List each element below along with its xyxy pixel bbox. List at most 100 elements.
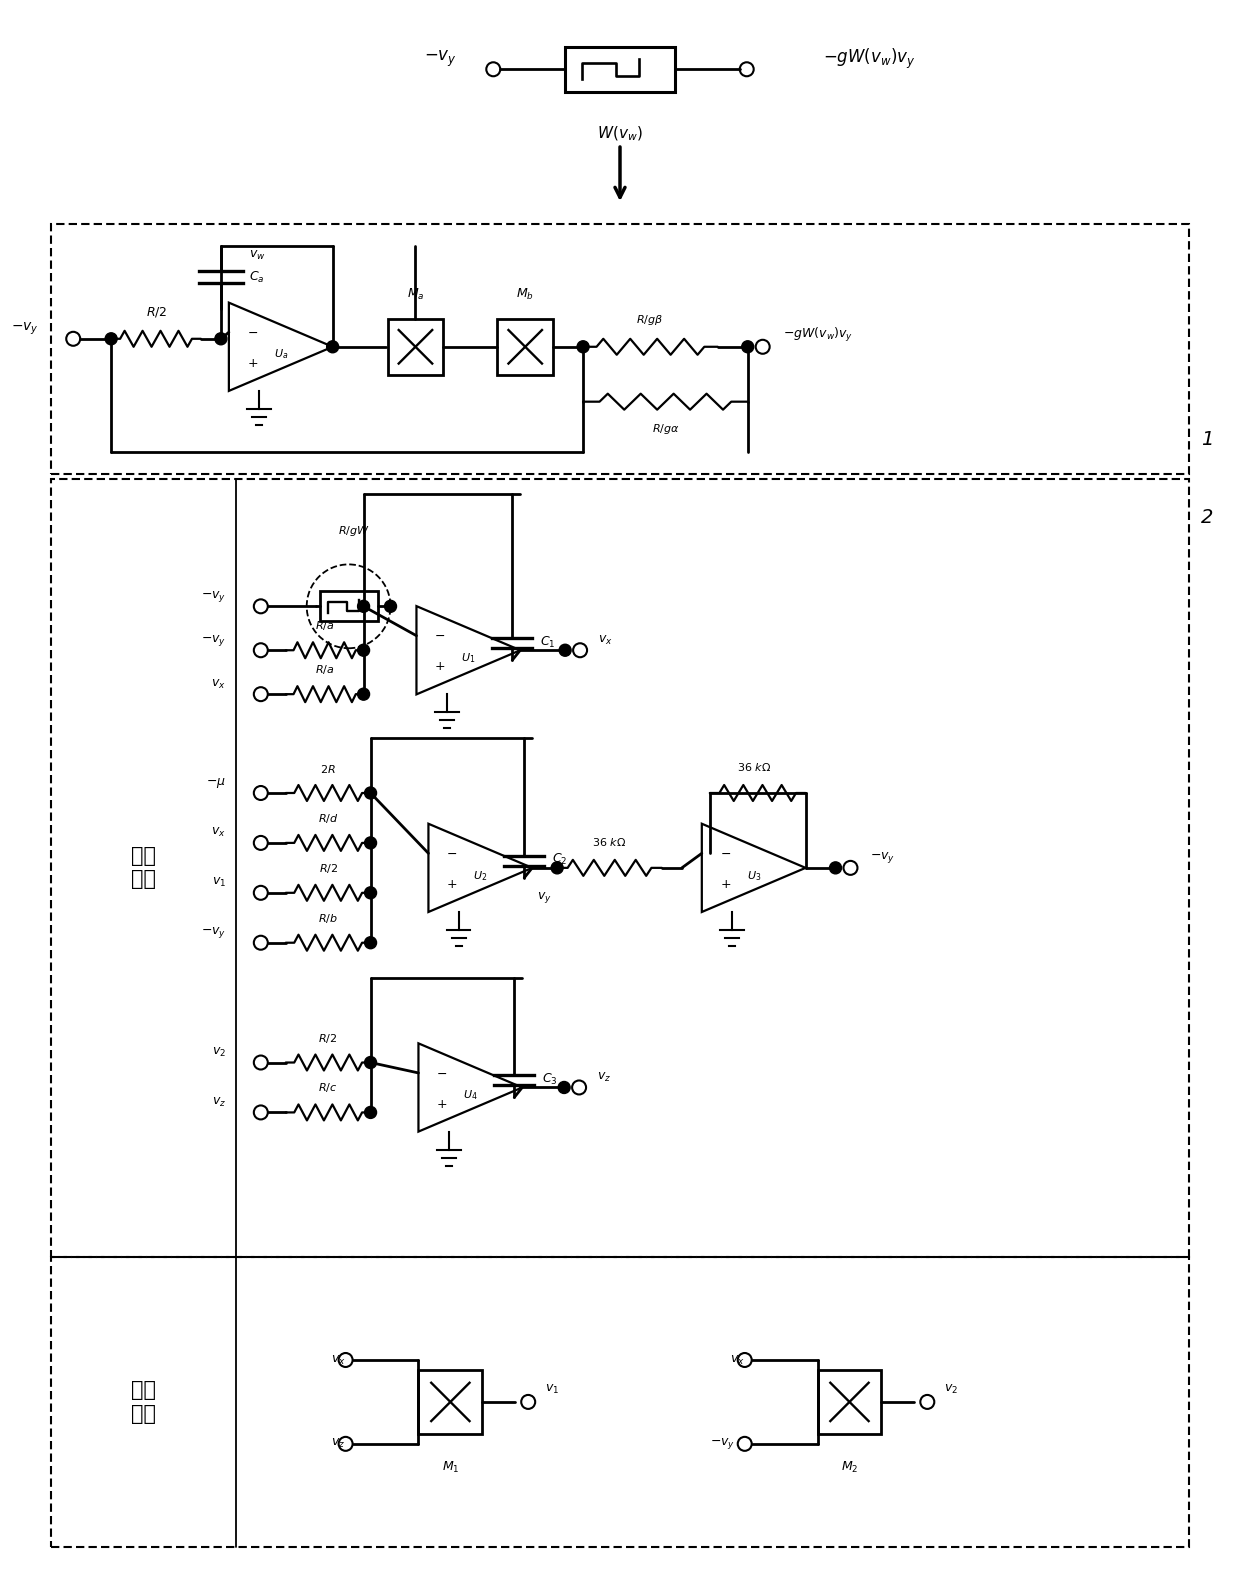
Text: $v_y$: $v_y$ bbox=[537, 890, 552, 904]
Circle shape bbox=[365, 1106, 377, 1119]
Circle shape bbox=[577, 341, 589, 353]
Text: $C_a$: $C_a$ bbox=[249, 270, 264, 286]
Circle shape bbox=[521, 1395, 536, 1409]
Text: $R/2$: $R/2$ bbox=[319, 1032, 337, 1045]
Text: $-v_y$: $-v_y$ bbox=[11, 320, 38, 338]
Circle shape bbox=[365, 836, 377, 849]
Text: $R/a$: $R/a$ bbox=[315, 619, 335, 633]
Circle shape bbox=[486, 62, 500, 76]
Bar bbox=[51, 224, 1189, 473]
Text: $36\ k\Omega$: $36\ k\Omega$ bbox=[737, 761, 771, 773]
Circle shape bbox=[365, 887, 377, 899]
Text: $R/2$: $R/2$ bbox=[319, 862, 337, 874]
Text: $-$: $-$ bbox=[434, 630, 445, 642]
Text: 1: 1 bbox=[1200, 429, 1213, 448]
Bar bbox=[497, 319, 553, 374]
Text: $+$: $+$ bbox=[434, 660, 445, 674]
Text: $v_x$: $v_x$ bbox=[331, 1354, 346, 1367]
Bar bbox=[320, 592, 377, 622]
Text: $R/2$: $R/2$ bbox=[145, 305, 166, 319]
Text: $+$: $+$ bbox=[247, 357, 258, 369]
Bar bbox=[418, 1370, 482, 1434]
Text: $U_3$: $U_3$ bbox=[746, 869, 761, 882]
Text: $v_x$: $v_x$ bbox=[211, 827, 226, 839]
Circle shape bbox=[254, 1056, 268, 1070]
Text: $R/d$: $R/d$ bbox=[317, 813, 339, 825]
Text: $v_2$: $v_2$ bbox=[945, 1384, 959, 1397]
Text: 积分
通道: 积分 通道 bbox=[131, 846, 156, 890]
Circle shape bbox=[365, 787, 377, 798]
Text: $-$: $-$ bbox=[446, 847, 458, 860]
Text: $v_z$: $v_z$ bbox=[596, 1071, 611, 1084]
Text: $-v_y$: $-v_y$ bbox=[201, 925, 226, 940]
Circle shape bbox=[357, 688, 370, 701]
Bar bbox=[565, 47, 675, 92]
Text: $U_4$: $U_4$ bbox=[463, 1089, 477, 1101]
Text: $W(v_w)$: $W(v_w)$ bbox=[598, 125, 642, 142]
Text: $+$: $+$ bbox=[446, 877, 458, 892]
Text: $C_2$: $C_2$ bbox=[552, 852, 568, 868]
Circle shape bbox=[830, 862, 842, 874]
Text: $-v_y$: $-v_y$ bbox=[201, 633, 226, 647]
Text: $-v_y$: $-v_y$ bbox=[424, 49, 456, 69]
Text: $-$: $-$ bbox=[247, 325, 258, 339]
Circle shape bbox=[66, 331, 81, 346]
Circle shape bbox=[573, 644, 587, 656]
Text: $v_1$: $v_1$ bbox=[546, 1384, 559, 1397]
Circle shape bbox=[254, 885, 268, 899]
Circle shape bbox=[357, 600, 370, 612]
Circle shape bbox=[742, 341, 754, 353]
Text: $2R$: $2R$ bbox=[320, 764, 336, 775]
Text: $-$: $-$ bbox=[719, 847, 730, 860]
Text: $R/b$: $R/b$ bbox=[319, 912, 339, 925]
Text: $R/g\alpha$: $R/g\alpha$ bbox=[651, 421, 680, 436]
Text: $U_a$: $U_a$ bbox=[274, 347, 288, 361]
Text: $v_2$: $v_2$ bbox=[212, 1046, 226, 1059]
Text: $-v_y$: $-v_y$ bbox=[201, 589, 226, 604]
Text: $v_z$: $v_z$ bbox=[331, 1438, 346, 1450]
Circle shape bbox=[339, 1438, 352, 1450]
Text: $M_2$: $M_2$ bbox=[841, 1460, 858, 1474]
Circle shape bbox=[843, 862, 858, 874]
Text: $-v_y$: $-v_y$ bbox=[709, 1436, 735, 1452]
Circle shape bbox=[920, 1395, 934, 1409]
Bar bbox=[817, 1370, 882, 1434]
Text: $+$: $+$ bbox=[436, 1098, 448, 1111]
Text: $M_b$: $M_b$ bbox=[516, 287, 534, 301]
Circle shape bbox=[738, 1438, 751, 1450]
Text: $R/gW$: $R/gW$ bbox=[337, 524, 370, 538]
Circle shape bbox=[254, 936, 268, 950]
Circle shape bbox=[559, 644, 572, 656]
Circle shape bbox=[365, 937, 377, 948]
Text: 2: 2 bbox=[1200, 508, 1213, 527]
Circle shape bbox=[254, 836, 268, 851]
Bar bbox=[388, 319, 444, 374]
Circle shape bbox=[740, 62, 754, 76]
Circle shape bbox=[105, 333, 117, 344]
Circle shape bbox=[215, 333, 227, 344]
Text: $-gW(v_w)v_y$: $-gW(v_w)v_y$ bbox=[823, 47, 916, 71]
Circle shape bbox=[572, 1081, 587, 1095]
Bar bbox=[51, 478, 1189, 1258]
Text: $C_1$: $C_1$ bbox=[541, 634, 556, 650]
Text: $v_z$: $v_z$ bbox=[212, 1095, 226, 1109]
Text: $M_1$: $M_1$ bbox=[441, 1460, 459, 1474]
Text: $v_x$: $v_x$ bbox=[598, 634, 613, 647]
Text: $-\mu$: $-\mu$ bbox=[206, 776, 226, 791]
Circle shape bbox=[326, 341, 339, 353]
Circle shape bbox=[254, 786, 268, 800]
Circle shape bbox=[254, 1106, 268, 1119]
Circle shape bbox=[254, 600, 268, 614]
Text: $+$: $+$ bbox=[719, 877, 730, 892]
Text: $36\ k\Omega$: $36\ k\Omega$ bbox=[591, 836, 626, 847]
Text: $v_x$: $v_x$ bbox=[730, 1354, 745, 1367]
Text: $-$: $-$ bbox=[436, 1067, 448, 1079]
Circle shape bbox=[738, 1352, 751, 1367]
Circle shape bbox=[339, 1352, 352, 1367]
Text: 乘法
运算: 乘法 运算 bbox=[131, 1381, 156, 1423]
Text: $R/a$: $R/a$ bbox=[315, 663, 335, 677]
Text: $R/g\beta$: $R/g\beta$ bbox=[636, 312, 663, 327]
Text: $-gW(v_w)v_y$: $-gW(v_w)v_y$ bbox=[782, 325, 853, 344]
Circle shape bbox=[755, 339, 770, 353]
Text: $v_w$: $v_w$ bbox=[249, 249, 265, 262]
